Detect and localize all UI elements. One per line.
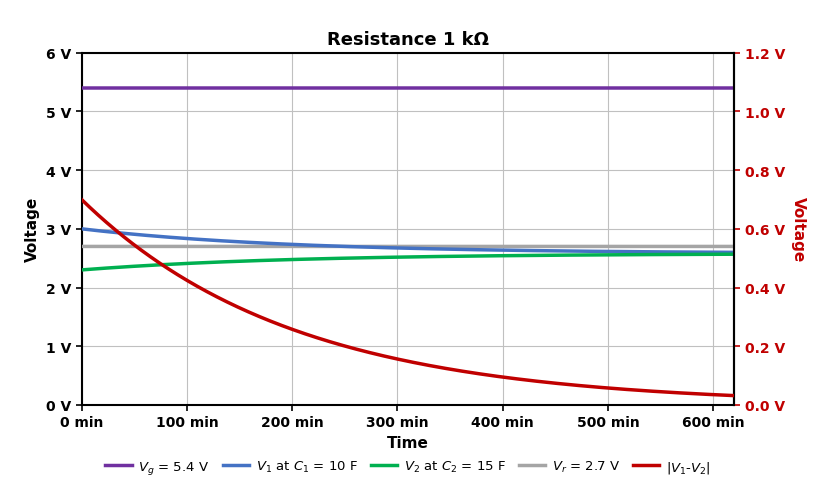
Legend: $V_g$ = 5.4 V, $V_1$ at $C_1$ = 10 F, $V_2$ at $C_2$ = 15 F, $V_r$ = 2.7 V, |$V_: $V_g$ = 5.4 V, $V_1$ at $C_1$ = 10 F, $V… bbox=[100, 453, 716, 482]
Y-axis label: Voltage: Voltage bbox=[791, 197, 806, 262]
Y-axis label: Voltage: Voltage bbox=[25, 197, 40, 262]
X-axis label: Time: Time bbox=[387, 435, 429, 450]
Title: Resistance 1 kΩ: Resistance 1 kΩ bbox=[327, 31, 489, 49]
